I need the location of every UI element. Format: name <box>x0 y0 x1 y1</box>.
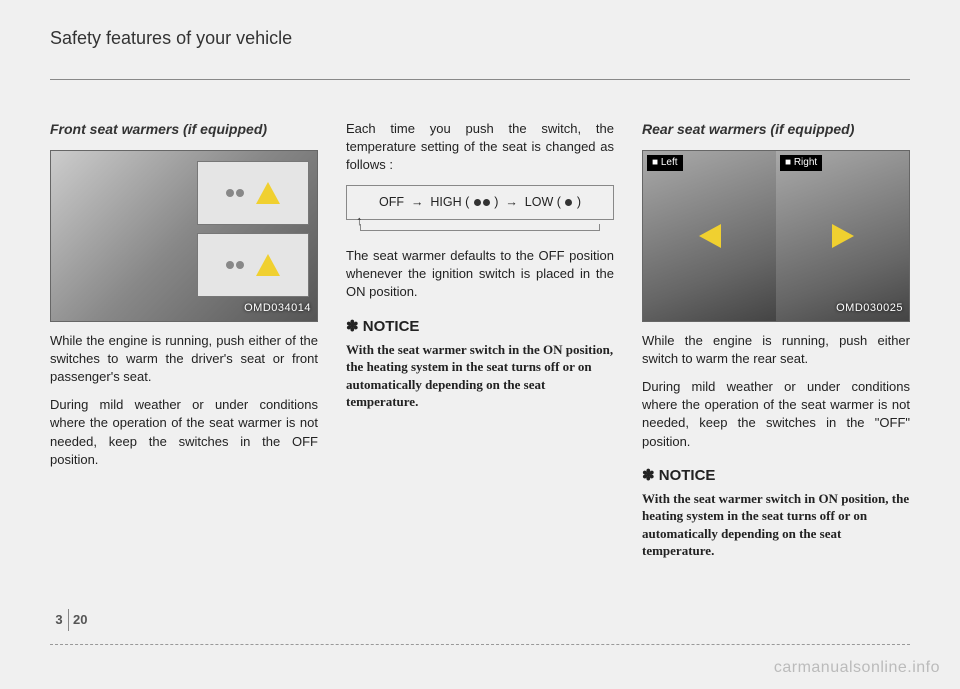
column-2: Each time you push the switch, the tempe… <box>346 120 614 560</box>
figure-code: OMD030025 <box>836 301 903 316</box>
front-p1: While the engine is running, push either… <box>50 332 318 387</box>
front-warmers-heading: Front seat warmers (if equipped) <box>50 120 318 140</box>
default-p: The seat warmer defaults to the OFF posi… <box>346 247 614 302</box>
inset-top <box>197 161 309 225</box>
front-warmers-figure: OMD034014 <box>50 150 318 322</box>
notice-heading: ✽ NOTICE <box>346 316 614 337</box>
left-tag: ■ Left <box>647 155 683 171</box>
figure-code: OMD034014 <box>244 301 311 316</box>
inset-bottom <box>197 233 309 297</box>
right-tag: ■ Right <box>780 155 822 171</box>
arrow-up-icon <box>256 254 280 276</box>
rear-p1: While the engine is running, push either… <box>642 332 910 368</box>
section-title: Safety features of your vehicle <box>50 28 910 53</box>
column-3: Rear seat warmers (if equipped) ■ Left ■… <box>642 120 910 560</box>
header-rule <box>50 79 910 80</box>
arrow-left-icon <box>699 224 721 248</box>
notice-body: With the seat warmer switch in the ON po… <box>346 341 614 411</box>
rear-p2: During mild weather or under conditions … <box>642 378 910 451</box>
content-columns: Front seat warmers (if equipped) OMD0340… <box>50 120 910 560</box>
page-number: 20 <box>69 609 87 631</box>
arrow-up-icon <box>256 182 280 204</box>
rear-warmers-heading: Rear seat warmers (if equipped) <box>642 120 910 140</box>
manual-page: Safety features of your vehicle Front se… <box>0 0 960 689</box>
rear-left-panel <box>643 151 777 321</box>
page-number-box: 320 <box>50 609 87 631</box>
cycle-return <box>346 224 614 237</box>
rear-right-panel <box>776 151 909 321</box>
watermark: carmanualsonline.info <box>774 659 940 677</box>
cycle-intro: Each time you push the switch, the tempe… <box>346 120 614 175</box>
notice-heading-rear: ✽ NOTICE <box>642 465 910 486</box>
notice-body-rear: With the seat warmer switch in ON positi… <box>642 490 910 560</box>
cycle-sequence: OFF → HIGH ( ) → LOW ( ) <box>346 185 614 221</box>
chapter-number: 3 <box>50 609 69 631</box>
front-p2: During mild weather or under conditions … <box>50 396 318 469</box>
rear-warmers-figure: ■ Left ■ Right OMD030025 <box>642 150 910 322</box>
page-footer: 320 <box>50 644 910 649</box>
column-1: Front seat warmers (if equipped) OMD0340… <box>50 120 318 560</box>
arrow-right-icon <box>832 224 854 248</box>
